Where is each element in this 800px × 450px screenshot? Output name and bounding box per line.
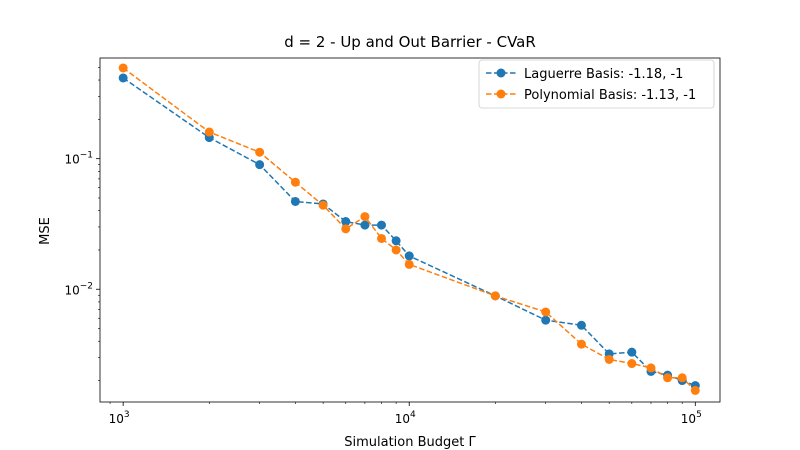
series-1-point <box>690 385 700 395</box>
series-0-point <box>255 160 265 170</box>
legend-marker-1 <box>496 89 506 99</box>
series-0-point <box>341 217 351 227</box>
y-tick-exponent: −2 <box>80 281 93 291</box>
y-axis-title: MSE <box>38 217 53 245</box>
series-1-point <box>677 373 687 383</box>
series-1-point <box>360 212 370 222</box>
series-0-point <box>576 320 586 330</box>
series-0-point <box>377 220 386 230</box>
y-tick-label: 10−2 <box>64 281 93 297</box>
series-0-point <box>290 196 300 206</box>
series-1-point <box>377 233 386 243</box>
series-0-point <box>541 315 551 325</box>
x-tick-base: 10 <box>395 412 410 426</box>
x-tick-exponent: 4 <box>410 410 416 420</box>
y-tick-base: 10 <box>64 283 79 297</box>
series-0-point <box>404 251 414 261</box>
series-0-point <box>627 347 637 357</box>
series-1-point <box>490 291 500 301</box>
series-1-point <box>627 359 637 369</box>
legend-label-1: Polynomial Basis: -1.13, -1 <box>524 88 696 103</box>
series-1-point <box>663 373 673 383</box>
x-tick-base: 10 <box>681 412 696 426</box>
series-1-point <box>204 127 214 137</box>
series-1-point <box>118 63 128 73</box>
x-tick-label: 105 <box>681 410 702 426</box>
x-axis-title: Simulation Budget Γ <box>344 435 476 450</box>
series-1-point <box>318 200 328 210</box>
series-0-point <box>360 220 370 230</box>
series-1-point <box>541 307 551 317</box>
legend-marker-0 <box>496 68 506 78</box>
x-tick-exponent: 3 <box>124 410 130 420</box>
series-1-point <box>404 259 414 269</box>
axes-frame <box>99 57 721 403</box>
series-1-point <box>646 363 656 373</box>
series-1-point <box>341 224 351 234</box>
x-tick-base: 10 <box>109 412 124 426</box>
legend-label-0: Laguerre Basis: -1.18, -1 <box>524 67 683 82</box>
y-tick-label: 10−1 <box>64 151 93 167</box>
series-1-point <box>255 147 265 157</box>
y-tick-base: 10 <box>64 153 79 167</box>
series-1-point <box>576 339 586 349</box>
series-1-point <box>604 354 614 364</box>
y-tick-exponent: −1 <box>80 151 93 161</box>
series-1-point <box>290 177 300 187</box>
series-0-point <box>118 73 128 83</box>
chart-title: d = 2 - Up and Out Barrier - CVaR <box>284 33 536 51</box>
x-tick-exponent: 5 <box>696 410 702 420</box>
series-1-point <box>391 245 401 255</box>
legend-box <box>478 59 715 109</box>
x-tick-label: 104 <box>395 410 416 426</box>
series-0-point <box>391 236 401 246</box>
x-tick-label: 103 <box>109 410 130 426</box>
